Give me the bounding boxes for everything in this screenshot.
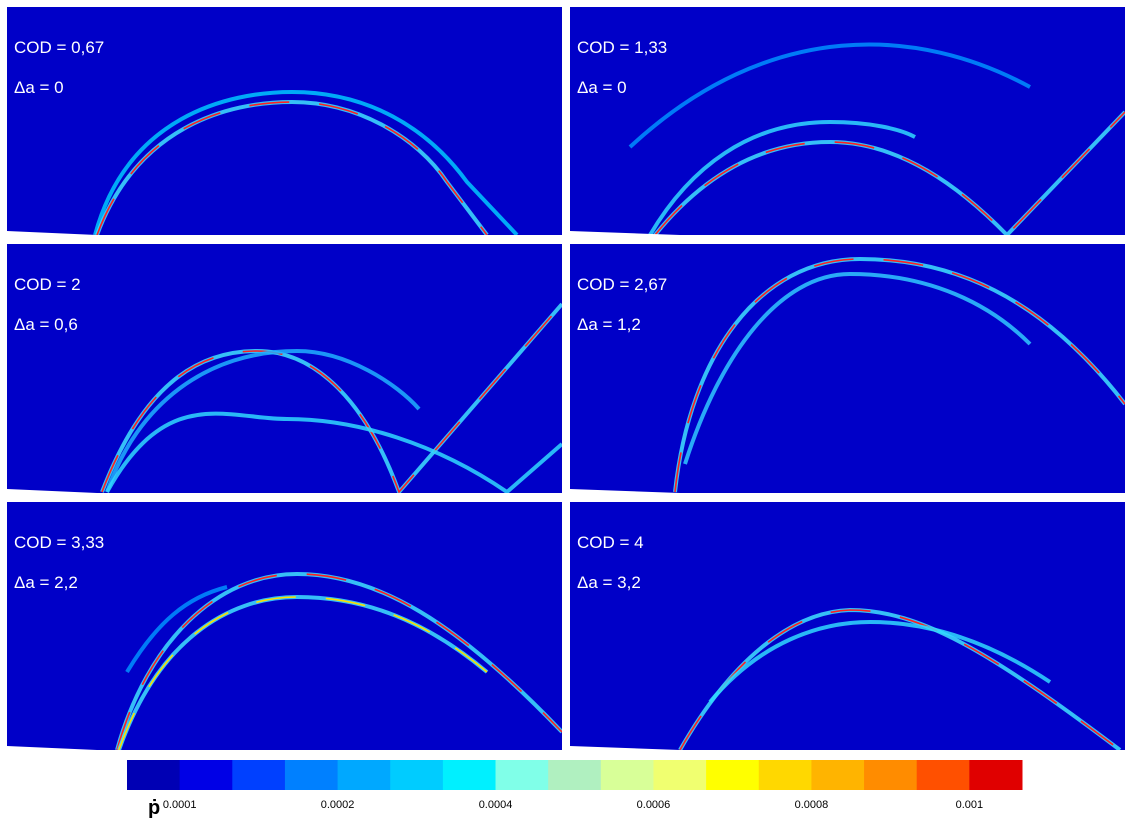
contour-band (125, 585, 228, 674)
contour-peak (674, 258, 1125, 493)
delta-a-label: Δa = 0,6 (14, 315, 78, 334)
boundary (570, 489, 1125, 495)
colorbar: ṗ 0.0001 0.0002 0.0004 0.0006 0.0008 0.001 (127, 760, 1023, 819)
colorbar-band (600, 760, 654, 790)
colorbar-band (179, 760, 233, 790)
delta-a-label: Δa = 0 (577, 78, 627, 97)
delta-a-label: Δa = 1,2 (577, 315, 641, 334)
colorbar-band (442, 760, 497, 790)
colorbar-tick-label: 0.0004 (479, 799, 513, 811)
contour-peak (654, 111, 1125, 237)
contour-band (648, 119, 916, 237)
colorbar-band (653, 760, 707, 790)
contour-band (105, 348, 421, 493)
contour-band (105, 411, 562, 495)
delta-a-label: Δa = 2,2 (14, 573, 78, 592)
panels: COD = 0,67 Δa = 0 COD = 1,33 Δa = 0 COD = 2 Δ… (7, 7, 1125, 752)
panel: COD = 2,67 Δa = 1,2 (570, 244, 1125, 495)
boundary (7, 746, 562, 752)
boundary (570, 746, 1125, 752)
delta-a-label: Δa = 0 (14, 78, 64, 97)
cod-label: COD = 3,33 (14, 533, 104, 552)
panel-background (7, 502, 562, 752)
cod-label: COD = 2 (14, 275, 81, 294)
colorbar-band (706, 760, 760, 790)
contour-band (628, 42, 1031, 149)
contour-peak (96, 101, 488, 236)
colorbar-band (916, 760, 970, 790)
panel: COD = 3,33 Δa = 2,2 (7, 502, 562, 752)
colorbar-tick-label: 0.001 (956, 799, 984, 811)
panel-background (7, 7, 562, 237)
colorbar-tick-label: 0.0001 (163, 799, 197, 811)
colorbar-band (127, 760, 181, 790)
contour-peak (118, 596, 488, 751)
panel: COD = 4 Δa = 3,2 (570, 502, 1125, 752)
panel-background (7, 244, 562, 495)
colorbar-band (969, 760, 1023, 790)
cod-label: COD = 1,33 (577, 38, 667, 57)
contour-band (93, 89, 519, 237)
colorbar-band (390, 760, 444, 790)
cod-label: COD = 4 (577, 533, 644, 552)
colorbar-tick-label: 0.0008 (795, 799, 829, 811)
colorbar-band (232, 760, 286, 790)
contour-peak (116, 573, 562, 751)
colorbar-tick-label: 0.0006 (637, 799, 671, 811)
panel-background (570, 244, 1125, 495)
colorbar-label: ṗ (148, 797, 160, 819)
boundary (570, 231, 1125, 237)
delta-a-label: Δa = 3,2 (577, 573, 641, 592)
boundary (7, 489, 562, 495)
panel: COD = 0,67 Δa = 0 (7, 7, 562, 237)
panel: COD = 2 Δa = 0,6 (7, 244, 562, 495)
colorbar-band (337, 760, 391, 790)
panel: COD = 1,33 Δa = 0 (570, 7, 1125, 237)
colorbar-band (864, 760, 918, 790)
colorbar-band (284, 760, 339, 790)
panel-background (570, 502, 1125, 752)
cod-label: COD = 0,67 (14, 38, 104, 57)
colorbar-tick-label: 0.0002 (321, 799, 355, 811)
colorbar-band (758, 760, 812, 790)
contour-band (708, 619, 1052, 704)
colorbar-band (495, 760, 549, 790)
contour-band (683, 271, 1032, 465)
cod-label: COD = 2,67 (577, 275, 667, 294)
colorbar-band (548, 760, 602, 790)
boundary (7, 231, 562, 237)
colorbar-band (811, 760, 865, 790)
